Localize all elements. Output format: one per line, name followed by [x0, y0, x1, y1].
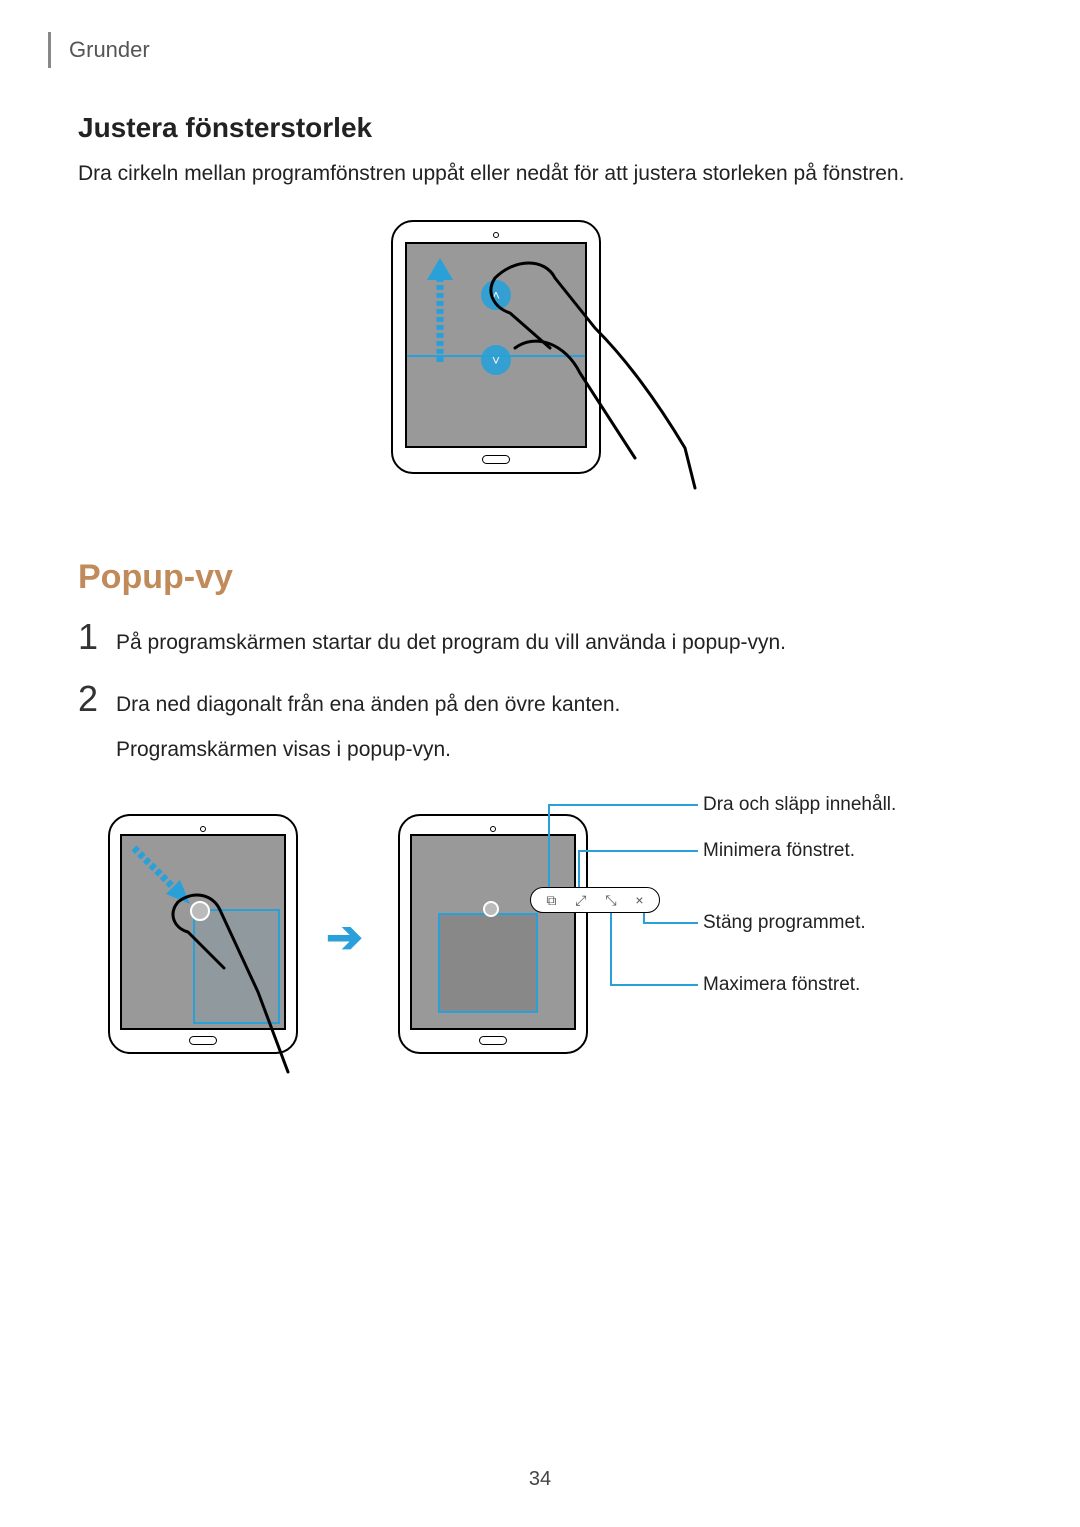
hand-gesture-icon [455, 238, 705, 498]
camera-icon [490, 826, 496, 832]
section2-heading: Popup-vy [78, 558, 1002, 597]
leader-line [578, 850, 580, 887]
home-button-icon [479, 1036, 507, 1045]
callout-drag: Dra och släpp innehåll. [703, 794, 896, 816]
figure-adjust-window: ˄ ˅ [385, 220, 695, 510]
step-1: 1 På programskärmen startar du det progr… [78, 619, 1002, 660]
section1-body: Dra cirkeln mellan programfönstren uppåt… [78, 158, 1002, 190]
step-text: På programskärmen startar du det program… [116, 619, 1002, 660]
header-divider [48, 32, 51, 68]
hand-gesture-icon [138, 872, 308, 1082]
toolbar-close-icon: × [635, 893, 643, 907]
section1-heading: Justera fönsterstorlek [78, 112, 1002, 144]
drag-up-arrow-icon [425, 258, 455, 368]
callout-maximize: Maximera fönstret. [703, 974, 860, 996]
step-text: Dra ned diagonalt från ena änden på den … [116, 681, 1002, 766]
step-line: Dra ned diagonalt från ena änden på den … [116, 689, 1002, 722]
leader-line [643, 922, 698, 924]
step-2: 2 Dra ned diagonalt från ena änden på de… [78, 681, 1002, 766]
callout-close: Stäng programmet. [703, 912, 866, 934]
leader-line [578, 850, 698, 852]
leader-line [548, 804, 550, 887]
toolbar-minimize-icon: ⤢ [575, 893, 586, 907]
step-line: Programskärmen visas i popup-vyn. [116, 734, 1002, 767]
leader-line [610, 984, 698, 986]
camera-icon [200, 826, 206, 832]
figure-popup-view: ➔ ⧉ ⤢ ⤡ × Dra och släpp innehåll [78, 794, 1002, 1114]
arrow-right-icon: ➔ [326, 912, 363, 963]
toolbar-drag-icon: ⧉ [546, 893, 556, 907]
step-line: På programskärmen startar du det program… [116, 627, 1002, 660]
leader-line [610, 913, 612, 986]
page-number: 34 [0, 1468, 1080, 1491]
step-number: 2 [78, 681, 116, 717]
breadcrumb: Grunder [69, 37, 150, 63]
tablet-right [398, 814, 588, 1054]
header: Grunder [48, 30, 150, 70]
leader-line [548, 804, 698, 806]
step-number: 1 [78, 619, 116, 655]
popup-toolbar: ⧉ ⤢ ⤡ × [530, 887, 660, 913]
callout-minimize: Minimera fönstret. [703, 840, 855, 862]
popup-window [438, 913, 538, 1013]
tablet-screen [410, 834, 576, 1030]
toolbar-maximize-icon: ⤡ [605, 893, 616, 907]
page-content: Justera fönsterstorlek Dra cirkeln mella… [78, 100, 1002, 1114]
